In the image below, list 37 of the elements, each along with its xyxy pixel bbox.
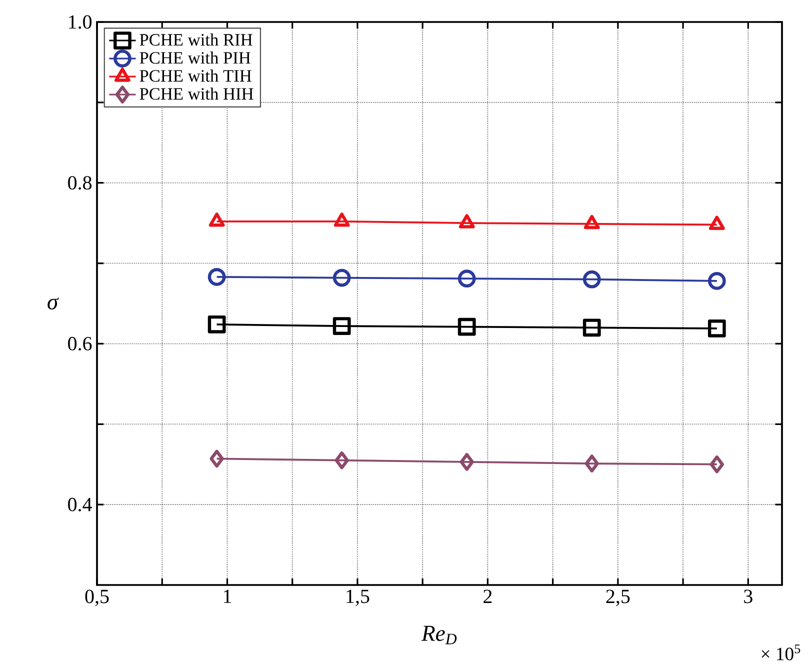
point — [208, 212, 225, 227]
point — [458, 318, 476, 336]
y-tick-label: 0.4 — [68, 498, 92, 512]
x-tick-label: 1,5 — [346, 590, 370, 606]
point — [210, 450, 224, 468]
x-tick-label: 2,5 — [606, 590, 630, 606]
point — [710, 455, 724, 474]
x-tick-label: 0,5 — [85, 590, 109, 606]
point — [708, 320, 726, 338]
legend-label: PCHE with TIH — [140, 70, 252, 82]
x-tick-label: 2 — [484, 590, 492, 603]
x-tick-label: 3 — [744, 590, 752, 604]
x-tick-label: 1 — [224, 590, 232, 603]
legend-label: PCHE with PIH — [140, 52, 250, 64]
point — [334, 212, 350, 227]
legend-label: PCHE with HIH — [140, 88, 254, 100]
point — [708, 272, 726, 290]
point — [460, 453, 474, 471]
point — [458, 214, 475, 228]
y-axis-title: σ — [48, 298, 59, 310]
y-tick-label: 0.6 — [68, 336, 92, 351]
point — [334, 451, 349, 470]
point — [582, 270, 601, 288]
y-tick-label: 0.8 — [68, 176, 92, 190]
point — [584, 454, 599, 472]
point — [332, 268, 351, 287]
legend-label: PCHE with RIH — [140, 33, 252, 46]
point — [208, 268, 226, 286]
point — [332, 317, 351, 335]
y-tick-label: 1.0 — [69, 15, 92, 29]
text: × 10$^{5}$ — [762, 644, 800, 660]
point — [582, 318, 601, 337]
point — [584, 214, 600, 230]
point — [708, 216, 725, 230]
x-axis-title: Re$_{D}$ — [421, 626, 457, 644]
point — [458, 270, 476, 288]
point — [208, 315, 226, 334]
